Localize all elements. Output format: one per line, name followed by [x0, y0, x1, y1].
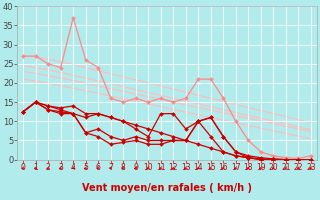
- X-axis label: Vent moyen/en rafales ( km/h ): Vent moyen/en rafales ( km/h ): [82, 183, 252, 193]
